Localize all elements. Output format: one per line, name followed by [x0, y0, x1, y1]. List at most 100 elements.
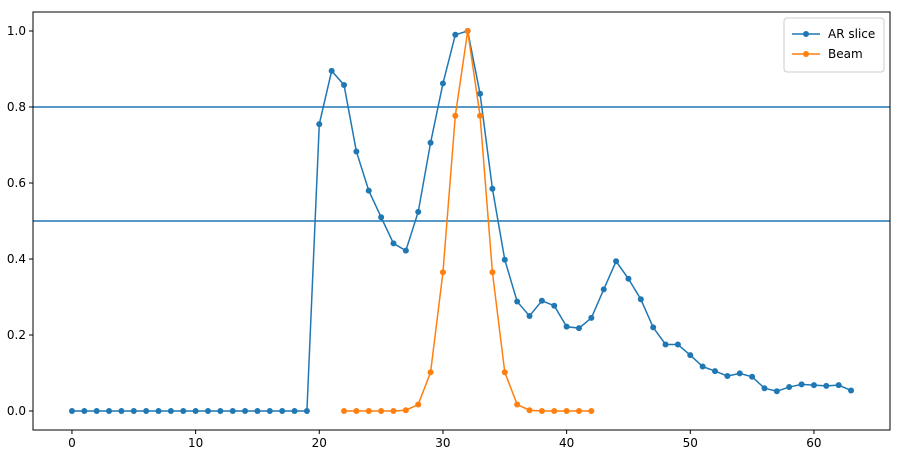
data-point: [439, 80, 446, 87]
data-point: [118, 408, 125, 414]
y-tick-label: 0.4: [7, 252, 26, 266]
legend-marker: [803, 31, 809, 37]
data-point: [526, 407, 533, 414]
data-point: [761, 385, 768, 392]
data-point: [662, 341, 669, 348]
data-point: [712, 368, 719, 375]
data-point: [810, 382, 817, 389]
data-point: [217, 408, 224, 414]
data-point: [674, 341, 681, 348]
data-point: [106, 408, 113, 414]
legend-label: Beam: [828, 47, 863, 61]
data-point: [93, 408, 100, 414]
plot-frame: [32, 11, 891, 431]
data-point: [68, 408, 75, 414]
y-tick-label: 0.6: [7, 176, 26, 190]
data-point: [279, 408, 286, 414]
x-tick-label: 10: [188, 436, 203, 450]
data-point: [390, 408, 397, 414]
data-point: [575, 325, 582, 332]
data-point: [303, 408, 310, 414]
data-point: [773, 388, 780, 395]
data-point: [637, 296, 644, 303]
data-point: [588, 314, 595, 321]
data-point: [835, 382, 842, 389]
data-point: [848, 387, 855, 394]
data-point: [316, 121, 323, 128]
data-point: [415, 401, 422, 408]
data-point: [365, 408, 372, 414]
data-point: [477, 112, 484, 119]
data-point: [402, 247, 409, 254]
data-point: [402, 407, 409, 414]
data-point: [143, 408, 150, 414]
data-point: [551, 302, 558, 309]
data-point: [167, 408, 174, 414]
data-point: [563, 408, 570, 414]
data-point: [563, 323, 570, 330]
y-tick-label: 0.2: [7, 328, 26, 342]
x-tick-label: 30: [435, 436, 450, 450]
y-tick-label: 0.0: [7, 404, 26, 418]
data-point: [489, 185, 496, 192]
data-point: [650, 324, 657, 331]
data-point: [538, 297, 545, 304]
data-point: [353, 408, 360, 414]
x-tick-label: 20: [312, 436, 327, 450]
data-point: [452, 31, 459, 38]
data-point: [365, 187, 372, 194]
data-point: [501, 369, 508, 376]
legend-box: [783, 17, 885, 73]
data-point: [724, 373, 731, 380]
data-point: [613, 258, 620, 265]
data-point: [155, 408, 162, 414]
data-point: [266, 408, 273, 414]
data-point: [242, 408, 249, 414]
data-point: [823, 382, 830, 389]
data-point: [749, 373, 756, 380]
data-point: [353, 148, 360, 155]
data-point: [736, 370, 743, 377]
y-tick-label: 1.0: [7, 24, 26, 38]
data-point: [427, 139, 434, 146]
data-point: [192, 408, 199, 414]
data-point: [786, 384, 793, 391]
data-point: [229, 408, 236, 414]
data-point: [588, 408, 595, 414]
data-point: [699, 363, 706, 370]
data-point: [464, 28, 471, 34]
data-point: [551, 408, 558, 414]
x-tick-label: 0: [68, 436, 76, 450]
data-point: [204, 408, 211, 414]
data-point: [341, 81, 348, 88]
data-point: [452, 112, 459, 119]
x-tick-label: 40: [559, 436, 574, 450]
data-point: [625, 275, 632, 282]
data-point: [514, 298, 521, 305]
data-point: [378, 214, 385, 221]
x-tick-label: 60: [806, 436, 821, 450]
data-point: [600, 286, 607, 293]
data-point: [291, 408, 298, 414]
data-point: [575, 408, 582, 414]
data-point: [341, 408, 348, 414]
data-point: [328, 67, 335, 74]
data-point: [439, 269, 446, 276]
data-point: [81, 408, 88, 414]
data-point: [798, 381, 805, 388]
data-point: [180, 408, 187, 414]
data-point: [130, 408, 137, 414]
data-point: [254, 408, 261, 414]
data-point: [477, 90, 484, 97]
data-point: [415, 208, 422, 215]
legend-label: AR slice: [828, 27, 875, 41]
data-point: [501, 256, 508, 263]
data-point: [378, 408, 385, 414]
data-point: [687, 352, 694, 359]
x-tick-label: 50: [683, 436, 698, 450]
legend-marker: [803, 51, 809, 57]
data-point: [489, 269, 496, 276]
data-point: [538, 408, 545, 414]
data-point: [427, 369, 434, 376]
